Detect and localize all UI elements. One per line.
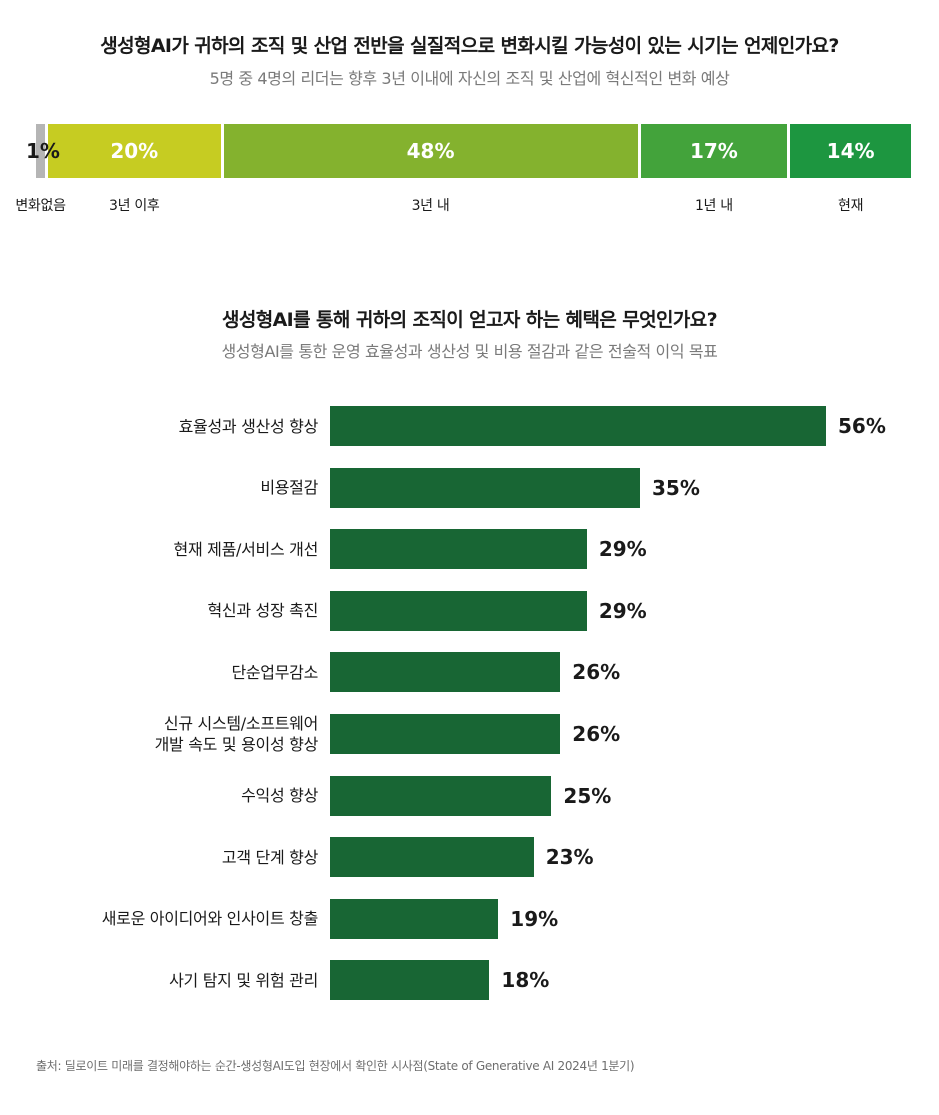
stack-value-label: 14% (826, 139, 875, 163)
benefit-bar (330, 467, 640, 508)
stack-value-label: 20% (110, 139, 159, 163)
benefit-value-label: 29% (598, 537, 647, 562)
chart2-title: 생성형AI를 통해 귀하의 조직이 얻고자 하는 혜택은 무엇인가요? (221, 309, 718, 331)
benefit-category-label: 현재 제품/서비스 개선 (173, 539, 319, 559)
benefit-category-label: 수익성 향상 (241, 786, 318, 806)
benefit-value-label: 23% (545, 845, 594, 870)
benefit-category-label: 단순업무감소 (231, 662, 318, 682)
benefit-value-label: 19% (510, 906, 559, 931)
benefit-category-label: 비용절감 (260, 478, 318, 498)
benefit-bar (330, 898, 499, 939)
stack-category-label: 3년 이후 (109, 198, 160, 214)
chart1-subtitle: 5명 중 4명의 리더는 향후 3년 이내에 자신의 조직 및 산업에 혁신적인… (209, 69, 730, 88)
stack-segment (640, 124, 788, 178)
benefit-bar (330, 837, 534, 878)
stack-category-label: 변화없음 (15, 198, 66, 214)
stack-segment (790, 124, 911, 178)
benefit-bar (330, 529, 587, 570)
stack-category-label: 현재 (838, 198, 864, 214)
benefit-value-label: 29% (598, 598, 647, 623)
chart1-title: 생성형AI가 귀하의 조직 및 산업 전반을 실질적으로 변화시킬 가능성이 있… (100, 35, 839, 57)
stack-category-label: 1년 내 (694, 198, 733, 214)
benefit-category-label: 사기 탐지 및 위험 관리 (169, 970, 318, 990)
source-note: 출처: 딜로이트 미래를 결정해야하는 순간-생성형AI도입 현장에서 확인한 … (36, 1059, 635, 1073)
benefit-value-label: 26% (572, 722, 621, 746)
benefit-category-label: 새로운 아이디어와 인사이트 창출 (101, 909, 319, 929)
benefit-bar (330, 775, 552, 816)
benefit-value-label: 56% (838, 414, 886, 438)
stacked-bar-chart (36, 124, 911, 178)
stack-category-label: 3년 내 (411, 198, 450, 214)
benefit-value-label: 25% (563, 783, 612, 808)
benefit-bar (330, 652, 561, 693)
benefit-bar (330, 960, 490, 1001)
stack-segment (223, 124, 638, 178)
benefit-category-label: 고객 단계 향상 (221, 847, 318, 867)
benefit-category-label: 효율성과 생산성 향상 (178, 416, 319, 436)
stack-value-label: 48% (406, 139, 455, 163)
chart2-subtitle: 생성형AI를 통한 운영 효율성과 생산성 및 비용 절감과 같은 전술적 이익… (221, 342, 718, 361)
stack-segment (36, 124, 45, 178)
stack-segment (48, 124, 221, 178)
benefit-value-label: 18% (501, 968, 550, 993)
benefit-bar (330, 590, 587, 631)
benefit-value-label: 26% (572, 660, 621, 685)
benefit-category-label: 신규 시스템/소프트웨어 개발 속도 및 용이성 향상 (154, 714, 319, 754)
benefit-value-label: 35% (652, 475, 700, 500)
benefit-bar (330, 406, 826, 446)
stack-value-label: 1% (26, 139, 60, 163)
stack-value-label: 17% (689, 139, 738, 163)
benefit-category-label: 혁신과 성장 촉진 (207, 601, 318, 621)
benefit-bar (330, 714, 561, 754)
